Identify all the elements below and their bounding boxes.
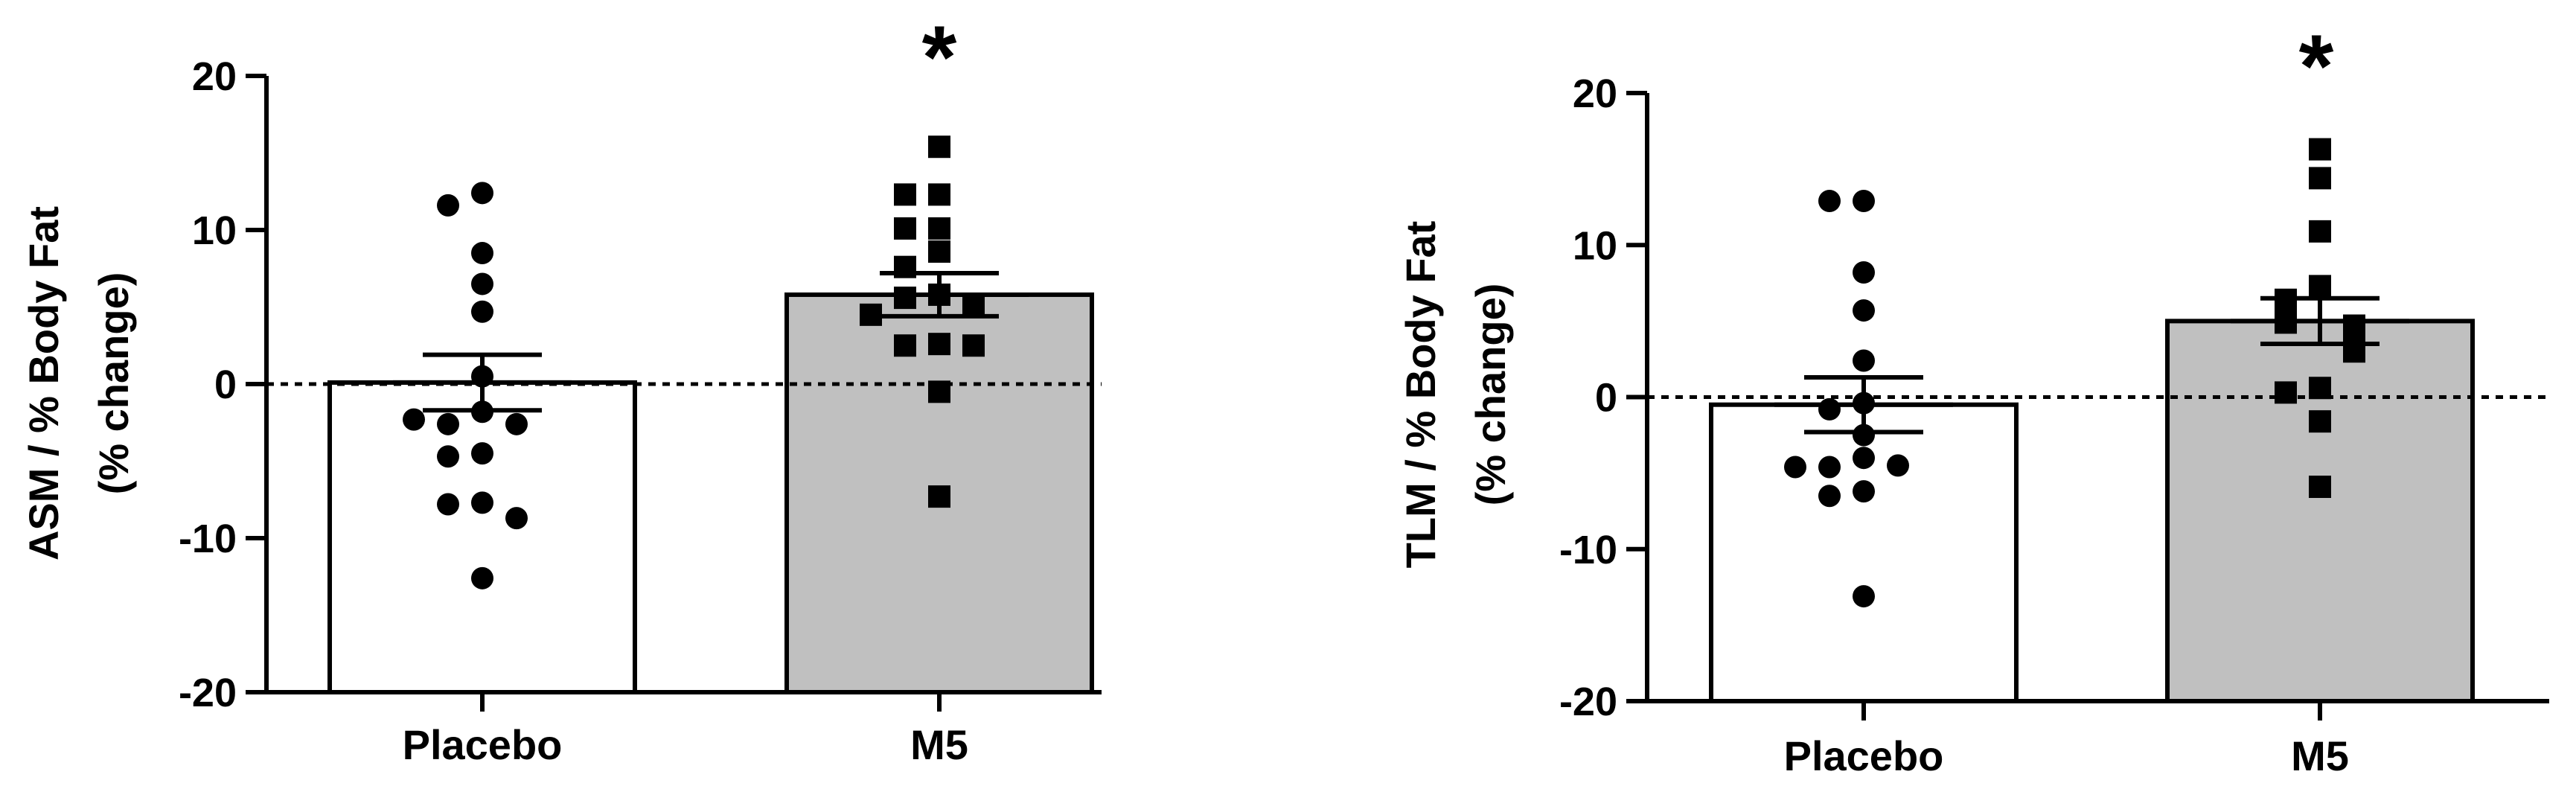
p2-point-m5 (2309, 410, 2331, 433)
p1-point-placebo (437, 412, 459, 435)
p2-point-placebo (1853, 261, 1875, 284)
y-axis-label-b-sub: (% change) (1467, 284, 1514, 506)
p1-point-m5 (894, 217, 916, 240)
y-axis-label-b: TLM / % Body Fat (1397, 221, 1444, 569)
p1-point-placebo (437, 194, 459, 217)
p1-point-m5 (894, 183, 916, 206)
p1-y-tick-label: 0 (214, 362, 237, 407)
p1-point-m5 (928, 485, 950, 508)
p1-point-placebo (471, 491, 493, 514)
p2-point-placebo (1853, 190, 1875, 213)
p1-point-m5 (928, 135, 950, 159)
x-tick-label-m5-b: M5 (2291, 732, 2349, 779)
p1-point-m5 (928, 217, 950, 240)
p2-y-tick-label: 0 (1595, 376, 1617, 421)
p2-y-tick-label: 20 (1573, 71, 1617, 116)
p2-point-m5 (2309, 377, 2331, 400)
p2-point-placebo (1853, 424, 1875, 447)
p1-point-m5 (928, 380, 950, 403)
p1-point-m5 (928, 183, 950, 206)
p2-point-m5 (2275, 381, 2297, 404)
p2-point-m5 (2309, 275, 2331, 298)
p1-y-tick-label: -20 (179, 671, 237, 715)
x-tick-label-placebo-b: Placebo (1784, 732, 1944, 779)
significance-marker-b: * (2299, 16, 2334, 116)
y-axis-label-a-sub: (% change) (90, 272, 137, 495)
p1-point-m5 (928, 333, 950, 356)
p1-y-tick-label: 20 (192, 54, 237, 99)
p1-point-placebo (505, 412, 528, 435)
p1-point-placebo (471, 300, 493, 323)
p1-point-placebo (437, 445, 459, 468)
p2-point-placebo (1818, 190, 1841, 213)
p1-point-placebo (471, 182, 493, 205)
p2-point-placebo (1887, 454, 1909, 477)
p2-point-placebo (1818, 485, 1841, 508)
p1-point-placebo (437, 493, 459, 516)
p1-point-placebo (471, 272, 493, 295)
p1-y-tick-label: -10 (179, 517, 237, 561)
p2-point-placebo (1853, 447, 1875, 470)
p2-y-tick-label: -10 (1559, 528, 1617, 572)
p1-bar-placebo (327, 380, 637, 694)
p1-point-placebo (471, 442, 493, 465)
x-tick-label-m5-a: M5 (910, 721, 968, 768)
p1-y-tick-label: 10 (192, 208, 237, 253)
p1-point-m5 (894, 287, 916, 310)
p2-point-m5 (2309, 138, 2331, 161)
p2-point-placebo (1853, 349, 1875, 372)
p2-point-placebo (1818, 397, 1841, 421)
p2-y-tick-label: 10 (1573, 223, 1617, 268)
p2-point-placebo (1818, 456, 1841, 479)
p1-point-placebo (471, 566, 493, 590)
y-axis-label-a: ASM / % Body Fat (20, 206, 67, 560)
p1-point-placebo (505, 507, 528, 530)
p2-point-m5 (2309, 220, 2331, 243)
p1-point-placebo (471, 242, 493, 265)
p2-point-m5 (2309, 476, 2331, 499)
p1-point-m5 (962, 334, 985, 357)
p2-point-placebo (1853, 585, 1875, 608)
p2-point-placebo (1853, 299, 1875, 322)
x-tick-label-placebo-a: Placebo (403, 721, 563, 768)
p2-y-tick-label: -20 (1559, 680, 1617, 724)
p2-point-m5 (2309, 167, 2331, 190)
p1-point-m5 (928, 240, 950, 263)
p1-point-m5 (860, 303, 882, 326)
p2-point-placebo (1853, 480, 1875, 503)
p1-point-m5 (894, 334, 916, 357)
p1-point-placebo (403, 408, 425, 431)
significance-marker-a: * (922, 7, 957, 107)
p2-point-placebo (1784, 456, 1806, 479)
